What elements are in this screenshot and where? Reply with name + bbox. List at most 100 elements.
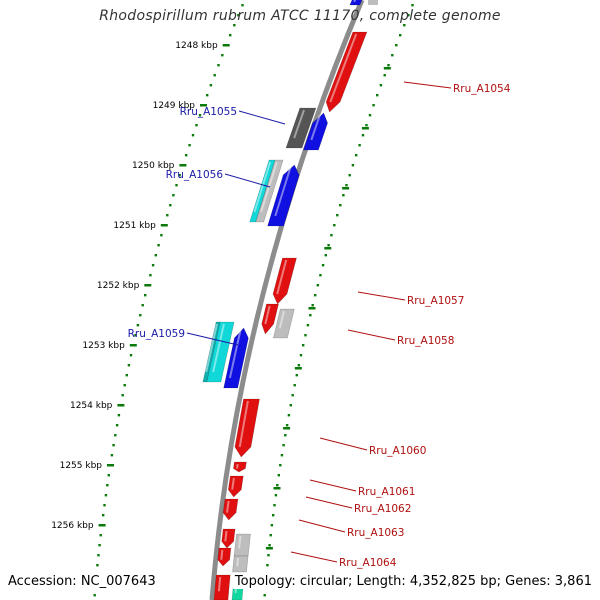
- gene-label-Rru_A1064[interactable]: Rru_A1064: [290, 551, 397, 569]
- tick-dot: [376, 94, 379, 97]
- tick-dot: [277, 474, 280, 477]
- forward-gene-fragment: [349, 0, 363, 6]
- gene-label-Rru_A1057[interactable]: Rru_A1057: [357, 291, 464, 307]
- tick-dot: [112, 444, 115, 447]
- major-tick-mark: [200, 104, 207, 107]
- genome-summary-text: Topology: circular; Length: 4,352,825 bp…: [232, 574, 594, 589]
- tick-dot: [336, 214, 339, 217]
- leader-line: [347, 329, 396, 341]
- tick-dot: [99, 534, 102, 537]
- outer-tick-mark: [265, 547, 273, 550]
- tick-dot: [316, 284, 319, 287]
- tick-dot: [209, 84, 213, 87]
- tick-dot: [110, 454, 114, 457]
- tick-dot: [302, 344, 305, 347]
- tick-dot: [139, 314, 142, 317]
- tick-dot: [368, 114, 372, 117]
- tick-dot: [348, 174, 351, 177]
- kbp-tick-label: 1251 kbp: [113, 221, 156, 231]
- tick-dot: [172, 194, 175, 197]
- outer-tick-mark: [342, 187, 350, 190]
- gene-label-Rru_A1056[interactable]: Rru_A1056: [166, 169, 271, 188]
- tick-dot: [96, 564, 99, 567]
- tick-dot: [372, 104, 375, 107]
- tick-dot: [221, 54, 224, 57]
- gene-label-Rru_A1060[interactable]: Rru_A1060: [319, 437, 426, 457]
- gene-name[interactable]: Rru_A1059: [128, 328, 185, 340]
- tick-dot: [379, 84, 383, 87]
- gene-name[interactable]: Rru_A1064: [339, 557, 397, 569]
- reverse-gene-Rru_A1064: [217, 547, 232, 567]
- tick-dot: [321, 264, 325, 267]
- major-tick-mark: [117, 404, 125, 407]
- tick-dot: [273, 504, 276, 507]
- tick-dot: [269, 534, 272, 537]
- tick-dot: [293, 384, 296, 387]
- tick-dot: [284, 434, 287, 437]
- tick-dot: [98, 544, 101, 547]
- tick-dot: [272, 514, 275, 517]
- tick-dot: [324, 254, 327, 257]
- tick-dot: [361, 134, 365, 137]
- gene-name[interactable]: Rru_A1061: [358, 486, 415, 498]
- tick-dot: [149, 274, 152, 277]
- gene-name[interactable]: Rru_A1062: [354, 503, 411, 515]
- gene-label-Rru_A1055[interactable]: Rru_A1055: [180, 106, 286, 125]
- tick-dot: [123, 384, 126, 387]
- kbp-tick-label: 1249 kbp: [153, 101, 196, 111]
- reverse-gene-c: [221, 528, 236, 549]
- gene-label-Rru_A1054[interactable]: Rru_A1054: [403, 81, 511, 95]
- tick-dot: [104, 494, 108, 497]
- tick-dot: [339, 204, 342, 207]
- tick-dot: [267, 554, 270, 557]
- reverse-gene-small: [261, 303, 279, 335]
- kbp-tick-label: 1253 kbp: [82, 341, 125, 351]
- leader-line: [298, 519, 346, 533]
- gene-label-Rru_A1059[interactable]: Rru_A1059: [128, 328, 239, 346]
- gene-name[interactable]: Rru_A1055: [180, 106, 237, 118]
- reverse-gene-Rru_A1063: [222, 498, 239, 521]
- gene-name[interactable]: Rru_A1063: [347, 527, 404, 539]
- gene-name[interactable]: Rru_A1057: [407, 295, 464, 307]
- leader-line: [305, 496, 353, 509]
- tick-dot: [309, 314, 312, 317]
- tick-dot: [114, 434, 117, 437]
- tick-dot: [314, 294, 317, 297]
- gene-name[interactable]: Rru_A1058: [397, 335, 454, 347]
- tick-dot: [407, 14, 410, 17]
- gene-label-Rru_A1063[interactable]: Rru_A1063: [298, 519, 404, 539]
- tick-dot: [217, 64, 220, 67]
- gene-name[interactable]: Rru_A1056: [166, 169, 224, 181]
- leader-line: [403, 81, 452, 89]
- gray-gene-fragment: [368, 0, 378, 5]
- tick-dot: [299, 354, 303, 357]
- gene-name[interactable]: Rru_A1060: [369, 445, 426, 457]
- tick-dot: [355, 154, 358, 157]
- tick-dot: [289, 404, 292, 407]
- gene-name[interactable]: Rru_A1054: [453, 83, 511, 95]
- gene-label-Rru_A1058[interactable]: Rru_A1058: [347, 329, 454, 347]
- accession-text: Accession: NC_007643: [6, 574, 158, 589]
- major-tick-mark: [160, 224, 168, 227]
- tick-dot: [295, 374, 298, 377]
- tick-dot: [358, 144, 361, 147]
- outer-tick-mark: [308, 307, 316, 310]
- tick-dot: [282, 444, 285, 447]
- tick-dot: [93, 594, 96, 597]
- tick-dot: [276, 484, 279, 487]
- tick-dot: [391, 54, 394, 57]
- leader-line: [224, 173, 271, 188]
- gene-label-Rru_A1062[interactable]: Rru_A1062: [305, 496, 411, 515]
- tick-dot: [383, 74, 386, 77]
- major-tick-mark: [107, 464, 114, 467]
- outer-tick-mark: [324, 247, 332, 250]
- tick-dot: [191, 134, 195, 137]
- tick-dot: [106, 484, 109, 487]
- tick-dot: [327, 244, 330, 247]
- reverse-gene-Rru_A1054: [325, 31, 368, 113]
- leader-line: [319, 437, 368, 451]
- tick-dot: [266, 564, 269, 567]
- tick-dot: [103, 504, 106, 507]
- gene-label-Rru_A1061[interactable]: Rru_A1061: [309, 479, 415, 498]
- tick-dot: [306, 324, 310, 327]
